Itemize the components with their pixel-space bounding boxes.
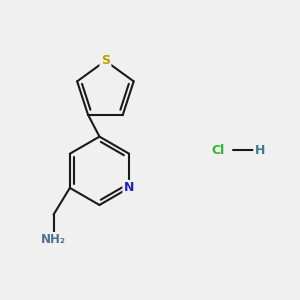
Text: NH₂: NH₂	[41, 233, 66, 246]
Text: N: N	[124, 182, 134, 194]
Text: Cl: Cl	[212, 143, 225, 157]
Text: H: H	[255, 143, 265, 157]
Text: S: S	[101, 54, 110, 67]
